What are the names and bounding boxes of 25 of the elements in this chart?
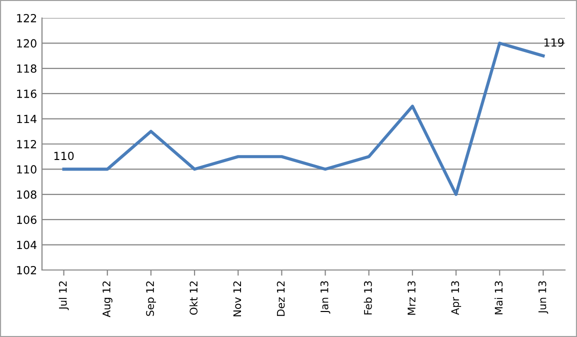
x-tick-label: Jul 12	[58, 281, 69, 310]
x-tick-label: Feb 13	[364, 281, 372, 314]
x-tick-label: Nov 12	[233, 281, 242, 316]
x-tick-label: Jan 13	[320, 281, 330, 314]
x-tick-label: Aug 12	[102, 281, 112, 318]
x-tick-label: Sep 12	[146, 281, 156, 316]
x-tick-label: Mrz 13	[408, 281, 416, 315]
data-label: 119	[544, 38, 564, 47]
y-tick-label: 118	[17, 64, 36, 73]
y-tick-label: 110	[17, 165, 36, 174]
y-tick-label: 114	[17, 114, 37, 124]
x-tick-label: Apr 13	[451, 281, 462, 315]
y-tick-label: 112	[17, 140, 36, 148]
data-label: 110	[54, 152, 74, 160]
x-tick-label: Okt 12	[190, 281, 198, 315]
y-tick-label: 120	[17, 39, 36, 48]
y-tick-label: 102	[17, 266, 36, 274]
x-tick-label: Jun 13	[538, 281, 548, 314]
y-tick-label: 106	[17, 216, 36, 224]
y-tick-label: 104	[17, 240, 37, 250]
y-tick-label: 122	[17, 14, 36, 22]
x-tick-label: Dez 12	[276, 281, 285, 316]
x-tick-label: Mai 13	[494, 281, 503, 314]
y-tick-label: 116	[17, 90, 36, 98]
y-tick-label: 108	[17, 190, 36, 199]
